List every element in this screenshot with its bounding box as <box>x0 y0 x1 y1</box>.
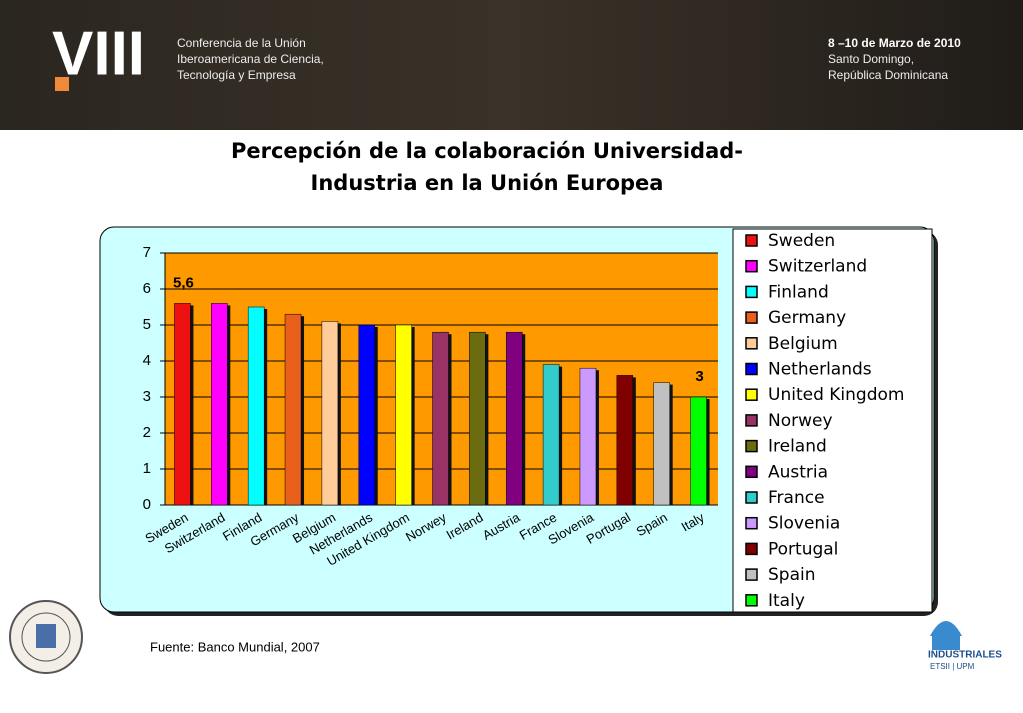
banner <box>0 0 1023 130</box>
y-tick-label: 2 <box>143 424 151 441</box>
legend-label: Netherlands <box>768 360 872 380</box>
bar <box>358 324 376 506</box>
bar <box>542 364 560 506</box>
legend-label: Italy <box>768 591 805 611</box>
legend-label: Switzerland <box>768 257 867 277</box>
legend-swatch <box>745 311 758 324</box>
chart-title: Percepción de la colaboración Universida… <box>231 139 743 163</box>
legend-swatch <box>745 285 758 299</box>
legend-label: Belgium <box>768 334 838 354</box>
bar <box>211 303 228 506</box>
dome <box>930 621 962 636</box>
conference: Iberoamericana de Ciencia, <box>177 52 324 66</box>
legend-swatch <box>745 259 758 273</box>
bar <box>432 331 449 506</box>
bar <box>690 396 707 506</box>
legend-swatch <box>745 516 758 530</box>
bar <box>321 321 339 506</box>
logo-square <box>55 77 69 91</box>
chart-title: Industria en la Unión Europea <box>311 171 664 195</box>
legend-label: Finland <box>768 282 829 302</box>
data-label: 5,6 <box>173 274 194 291</box>
event: 8 –10 de Marzo de 2010 <box>828 36 961 50</box>
event: Santo Domingo, <box>828 52 914 66</box>
legend-swatch <box>745 337 758 350</box>
event: República Dominicana <box>828 68 948 82</box>
seal-shield <box>36 624 56 648</box>
legend-swatch <box>745 542 758 556</box>
legend-label: Austria <box>768 462 828 482</box>
y-tick-label: 7 <box>143 244 151 261</box>
bar <box>284 313 302 506</box>
legend-swatch <box>745 465 758 479</box>
school: INDUSTRIALES <box>928 650 1002 661</box>
y-tick-label: 5 <box>143 316 151 333</box>
bar <box>653 382 670 506</box>
bar <box>579 367 597 506</box>
data-label: 3 <box>695 368 703 385</box>
legend-swatch <box>745 362 758 376</box>
legend-label: Ireland <box>768 437 827 457</box>
source: Fuente: Banco Mundial, 2007 <box>150 639 320 654</box>
bar <box>395 324 412 506</box>
legend-label: Sweden <box>768 231 835 251</box>
legend-label: Slovenia <box>768 514 840 534</box>
legend-swatch <box>745 388 758 401</box>
y-tick-label: 4 <box>143 352 151 369</box>
conference: Conferencia de la Unión <box>177 36 306 50</box>
dome-base <box>932 636 960 650</box>
legend-label: France <box>768 488 825 508</box>
legend-swatch <box>745 439 758 453</box>
legend-label: Norwey <box>768 411 833 431</box>
y-tick-label: 6 <box>143 280 151 297</box>
legend-swatch <box>745 594 758 607</box>
legend-label: United Kingdom <box>768 385 904 405</box>
seal-ring <box>21 612 71 662</box>
y-tick-label: 3 <box>143 388 151 405</box>
legend-label: Spain <box>768 565 816 585</box>
school-sub: ETSII | UPM <box>930 662 975 671</box>
y-tick-label: 1 <box>143 460 151 477</box>
bar <box>505 331 523 506</box>
legend-swatch <box>745 491 758 504</box>
bar <box>247 306 265 506</box>
legend <box>732 228 933 613</box>
bar <box>174 303 191 506</box>
bar <box>469 331 486 506</box>
chart-layer: 01234567Sweden5,6SwedenSwitzerlandSwitze… <box>142 231 904 611</box>
y-tick-label: 0 <box>143 496 151 513</box>
legend-swatch <box>745 568 758 581</box>
legend-label: Germany <box>768 308 846 328</box>
legend-swatch <box>745 234 758 247</box>
legend-swatch <box>745 414 758 427</box>
conference: Tecnología y Empresa <box>177 68 296 82</box>
logo: VIII <box>52 19 145 88</box>
bar <box>616 375 634 506</box>
legend-label: Portugal <box>768 539 838 559</box>
